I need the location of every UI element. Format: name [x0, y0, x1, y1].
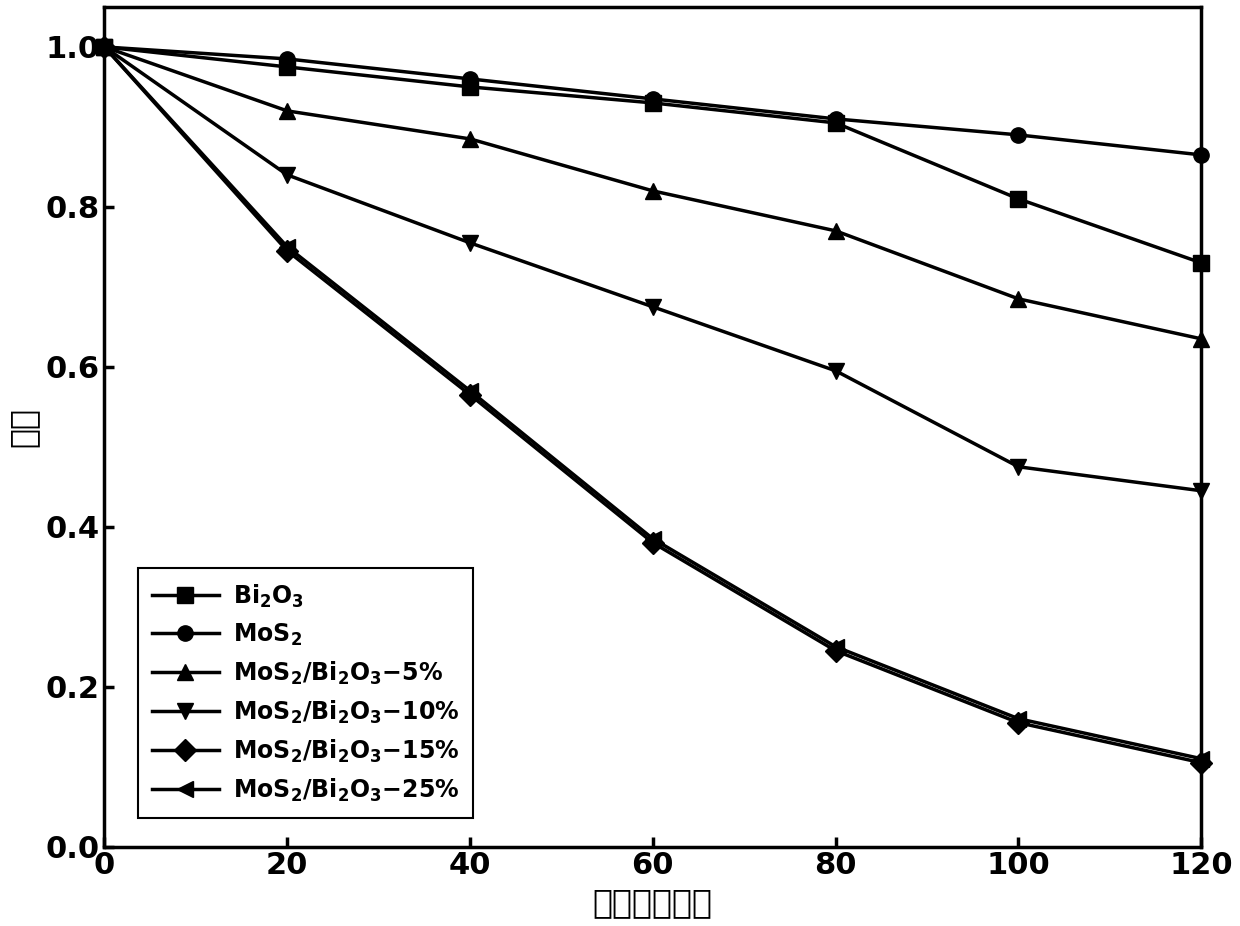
Legend: $\mathregular{Bi_2O_3}$, $\mathregular{MoS_2}$, $\mathregular{MoS_2/Bi_2O_3}$$\m: $\mathregular{Bi_2O_3}$, $\mathregular{M… — [138, 569, 474, 818]
Y-axis label: 浓度: 浓度 — [7, 407, 40, 446]
X-axis label: 时间（分钟）: 时间（分钟） — [593, 886, 713, 920]
